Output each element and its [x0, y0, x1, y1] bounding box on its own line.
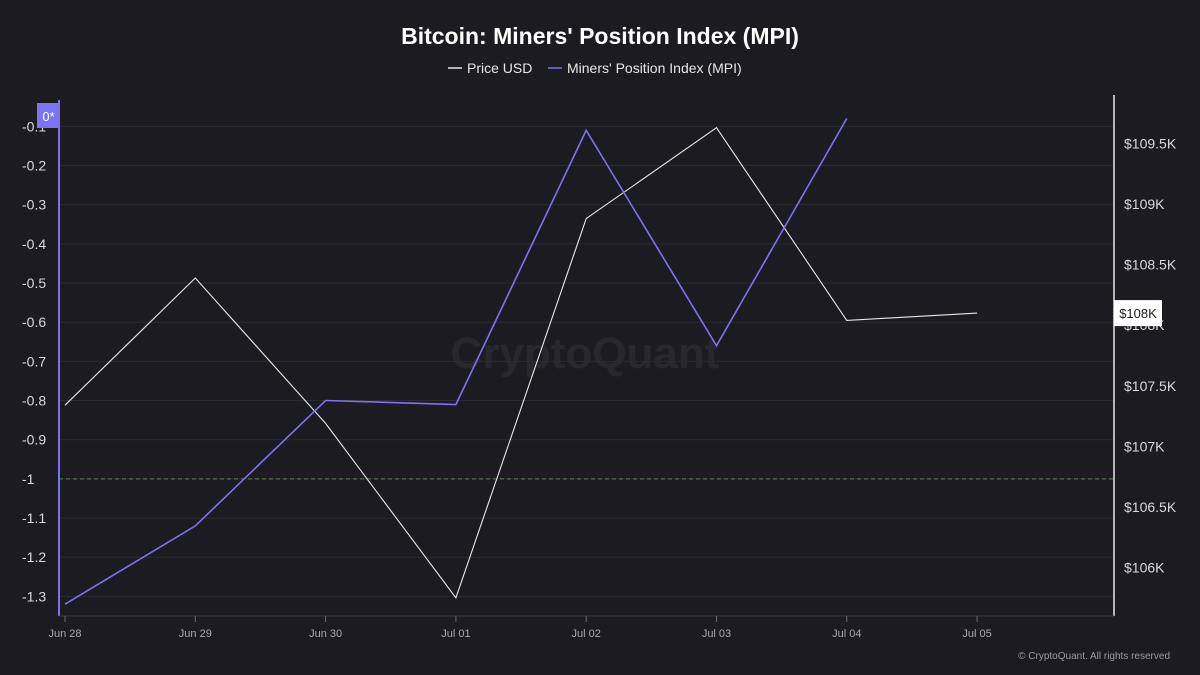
left-tick-label: -0.9 [22, 432, 46, 448]
copyright-text: © CryptoQuant. All rights reserved [1018, 651, 1170, 662]
x-tick-label: Jun 30 [309, 628, 342, 640]
right-tick-label: $108.5K [1124, 257, 1177, 273]
x-tick-label: Jun 28 [48, 628, 81, 640]
x-tick-label: Jul 01 [441, 628, 470, 640]
mpi-line[interactable] [64, 118, 848, 605]
chart-title: Bitcoin: Miners' Position Index (MPI) [401, 23, 799, 49]
axis-badges: 0* $108K [37, 103, 1162, 327]
top-badge-label: 0* [42, 109, 54, 124]
left-tick-label: -0.8 [22, 393, 46, 409]
last-value-badge-bg [1114, 300, 1162, 327]
legend: Price USD Miners' Position Index (MPI) [448, 60, 742, 76]
x-tick-label: Jul 02 [572, 628, 601, 640]
right-tick-label: $106.5K [1124, 499, 1177, 515]
left-tick-label: -1.3 [22, 588, 46, 604]
watermark: CryptoQuant [451, 329, 720, 378]
right-axis-ticks: $109.5K$109K$108.5K$108K$107.5K$107K$106… [1124, 135, 1177, 575]
top-badge-bg [37, 103, 60, 128]
right-tick-label: $109K [1124, 196, 1165, 212]
legend-entry-mpi[interactable]: Miners' Position Index (MPI) [567, 60, 742, 76]
x-tick-label: Jul 03 [702, 628, 731, 640]
left-tick-label: -0.4 [22, 236, 46, 252]
left-tick-label: -0.6 [22, 314, 46, 330]
left-tick-label: -0.3 [22, 197, 46, 213]
right-tick-label: $107.5K [1124, 378, 1177, 394]
left-axis-ticks: -0.1-0.2-0.3-0.4-0.5-0.6-0.7-0.8-0.9-1-1… [22, 118, 46, 604]
right-tick-label: $107K [1124, 438, 1165, 454]
right-tick-label: $109.5K [1124, 135, 1177, 151]
x-tick-label: Jul 05 [962, 628, 991, 640]
legend-entry-price[interactable]: Price USD [467, 60, 532, 76]
left-tick-label: -1 [22, 471, 35, 487]
left-tick-label: -0.5 [22, 275, 46, 291]
left-tick-label: -1.2 [22, 549, 46, 565]
left-axis-top-badge: 0* [37, 103, 60, 128]
x-tick-label: Jul 04 [832, 628, 861, 640]
series-lines [64, 118, 978, 605]
left-tick-label: -0.7 [22, 353, 46, 369]
left-tick-label: -1.1 [22, 510, 46, 526]
last-value-badge-label: $108K [1119, 306, 1157, 321]
right-tick-label: $106K [1124, 560, 1165, 576]
price-usd-line[interactable] [64, 126, 978, 599]
x-tick-label: Jun 29 [179, 628, 212, 640]
x-axis-ticks: Jun 28 Jun 29 Jun 30 Jul 01 Jul 02 Jul 03 Jul … [48, 616, 992, 640]
left-tick-label: -0.2 [22, 158, 46, 174]
price-last-value-badge: $108K [1114, 300, 1162, 327]
